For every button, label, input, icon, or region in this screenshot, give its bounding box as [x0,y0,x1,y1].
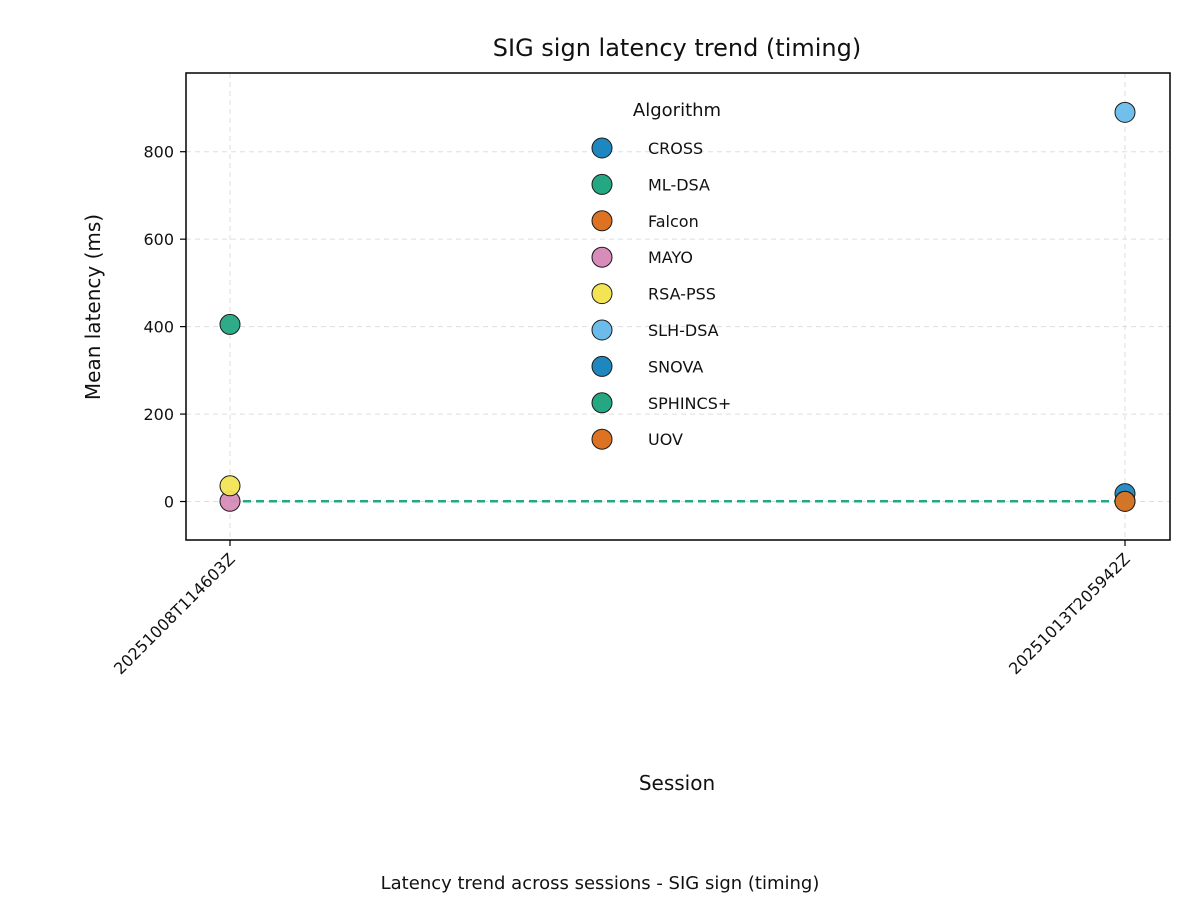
legend-label: SPHINCS+ [648,394,731,413]
y-tick-label: 400 [143,318,174,337]
y-axis-ticks: 0 200 400 600 800 [143,143,186,512]
y-tick-label: 800 [143,143,174,162]
data-points [219,101,1136,512]
legend-marker [591,173,613,195]
x-axis-ticks: 20251008T114603Z 20251013T205942Z [110,540,1134,678]
data-point-slh-dsa [1114,101,1136,123]
y-tick-label: 600 [143,230,174,249]
legend-marker [591,355,613,377]
legend-label: RSA-PSS [648,285,716,304]
y-tick-label: 0 [164,493,174,512]
data-point-falcon [1114,490,1136,512]
y-tick-label: 200 [143,405,174,424]
y-axis-label: Mean latency (ms) [81,214,105,400]
legend-marker [591,319,613,341]
data-point-rsa-pss [219,475,241,497]
legend-label: MAYO [648,248,693,267]
chart-title: SIG sign latency trend (timing) [493,34,861,62]
legend-marker [591,137,613,159]
legend-marker [591,392,613,414]
legend-marker [591,246,613,268]
legend-label: SNOVA [648,357,703,376]
legend-marker [591,428,613,450]
legend-title: Algorithm [633,100,721,121]
x-axis-label: Session [639,771,715,795]
legend-label: CROSS [648,139,703,158]
legend-label: Falcon [648,212,699,231]
chart-caption: Latency trend across sessions - SIG sign… [381,873,820,894]
legend-marker [591,283,613,305]
legend-label: SLH-DSA [648,321,719,340]
legend-label: UOV [648,430,683,449]
x-tick-label: 20251013T205942Z [1005,549,1134,678]
legend-label: ML-DSA [648,175,710,194]
x-tick-label: 20251008T114603Z [110,549,239,678]
plot-frame [185,72,1171,541]
legend: Algorithm CROSS ML-DSA Falcon MAYO RSA-PSS SL… [591,100,731,450]
legend-marker [591,210,613,232]
data-point-ml-dsa [219,313,241,335]
